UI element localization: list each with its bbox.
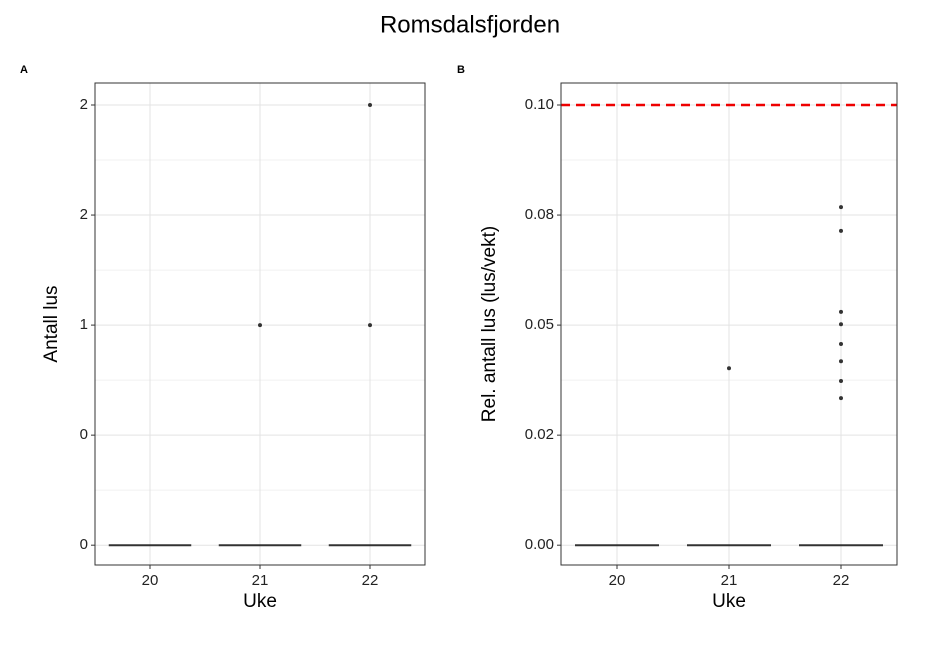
outlier	[839, 309, 843, 314]
y-tick-label: 0.10	[525, 96, 554, 113]
x-axis-title: Uke	[243, 591, 277, 612]
y-tick-label: 0	[80, 426, 88, 443]
y-tick-label: 0	[80, 536, 88, 553]
y-tick-label: 2	[80, 206, 88, 223]
outlier	[839, 228, 843, 233]
panel-label: B	[457, 64, 465, 76]
y-tick-label: 2	[80, 96, 88, 113]
outlier	[839, 396, 843, 401]
x-tick-label: 20	[609, 572, 626, 589]
figure-title: Romsdalsfjorden	[380, 11, 560, 38]
outlier	[839, 379, 843, 384]
outlier	[839, 342, 843, 347]
outlier	[839, 205, 843, 210]
outlier	[727, 366, 731, 371]
panel-border	[94, 82, 426, 566]
x-tick-label: 22	[833, 572, 850, 589]
x-tick-label: 20	[142, 572, 159, 589]
x-tick-label: 21	[721, 572, 738, 589]
outlier	[839, 322, 843, 327]
panel-label: A	[20, 64, 28, 76]
x-axis-title: Uke	[712, 591, 746, 612]
panel-border	[560, 82, 898, 566]
x-tick-label: 21	[252, 572, 269, 589]
y-tick-label: 0.02	[525, 426, 554, 443]
outlier	[368, 323, 372, 328]
y-tick-label: 0.05	[525, 316, 554, 333]
outlier	[368, 103, 372, 108]
outlier	[839, 359, 843, 364]
y-axis-title: Antall lus	[41, 285, 62, 362]
y-tick-label: 1	[80, 316, 88, 333]
y-tick-label: 0.08	[525, 206, 554, 223]
y-axis-title: Rel. antall lus (lus/vekt)	[479, 226, 500, 422]
x-tick-label: 22	[362, 572, 379, 589]
outlier	[258, 323, 262, 328]
y-tick-label: 0.00	[525, 536, 554, 553]
